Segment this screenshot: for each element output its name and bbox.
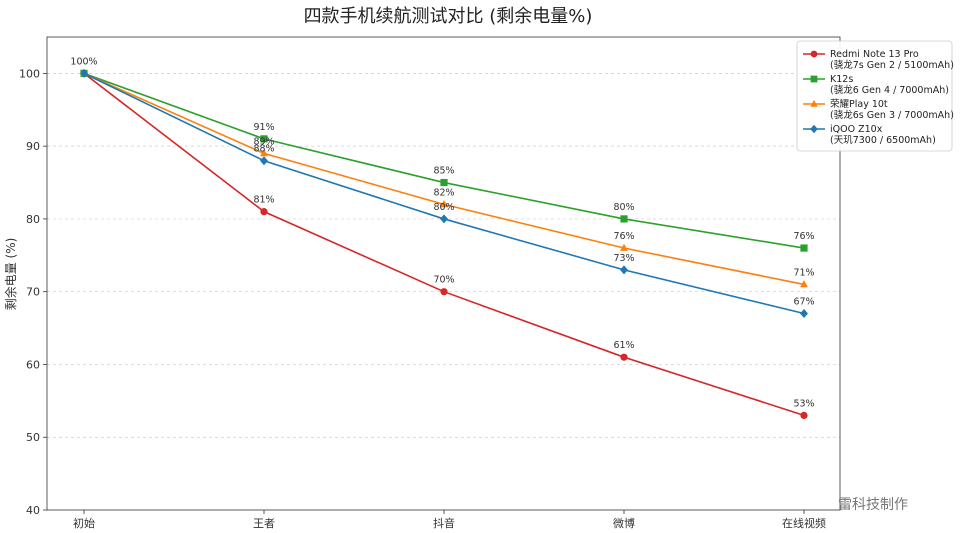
legend-sublabel: (骁龙6s Gen 3 / 7000mAh) xyxy=(830,109,954,121)
legend-item-2: 荣耀Play 10t(骁龙6s Gen 3 / 7000mAh) xyxy=(803,98,954,121)
data-point xyxy=(260,149,268,157)
legend-label: iQOO Z10x xyxy=(830,124,883,135)
series-line xyxy=(83,72,805,286)
legend-marker xyxy=(810,124,818,134)
series-1 xyxy=(80,69,808,252)
y-tick-label: 90 xyxy=(26,140,40,153)
data-label: 85% xyxy=(433,166,454,177)
x-tick-label: 初始 xyxy=(73,516,95,530)
data-label: 61% xyxy=(613,340,634,351)
legend-marker xyxy=(810,50,818,58)
data-label: 89% xyxy=(253,136,274,147)
legend-sublabel: (骁龙7s Gen 2 / 5100mAh) xyxy=(830,59,954,71)
grid-lines xyxy=(47,73,840,438)
legend: Redmi Note 13 Pro(骁龙7s Gen 2 / 5100mAh) K… xyxy=(796,40,954,152)
y-tick-label: 80 xyxy=(26,213,40,226)
legend-label: 荣耀Play 10t xyxy=(830,98,888,110)
watermark: 雷科技制作 xyxy=(838,497,908,513)
legend-box xyxy=(796,40,953,152)
data-point xyxy=(260,208,268,216)
series-line xyxy=(83,72,805,417)
data-point xyxy=(260,135,268,143)
data-label: 100% xyxy=(70,56,97,67)
series-0 xyxy=(80,69,808,419)
data-label: 71% xyxy=(793,267,814,278)
legend-marker xyxy=(810,99,818,107)
series-layer xyxy=(80,68,808,419)
x-tick-label: 王者 xyxy=(253,517,275,530)
legend-item-1: K12s(骁龙6 Gen 4 / 7000mAh) xyxy=(803,74,949,96)
legend-item-3: iQOO Z10x(天玑7300 / 6500mAh) xyxy=(803,124,936,146)
x-axis: 初始 王者 抖音 微博 在线视频 xyxy=(73,510,826,530)
data-point xyxy=(620,265,628,275)
data-point xyxy=(800,411,808,419)
y-axis: 40 50 60 70 80 90 100 xyxy=(19,67,47,517)
data-label: 53% xyxy=(793,398,814,409)
data-label: 82% xyxy=(433,187,454,198)
x-tick-label: 在线视频 xyxy=(782,516,826,530)
y-tick-label: 60 xyxy=(26,358,40,371)
data-label: 91% xyxy=(253,122,274,133)
y-axis-label: 剩余电量 (%) xyxy=(3,238,18,311)
data-point xyxy=(440,178,448,187)
plot-area xyxy=(46,36,841,511)
data-point xyxy=(80,68,88,78)
y-tick-label: 100 xyxy=(19,67,40,80)
data-label: 76% xyxy=(613,231,634,242)
y-tick-label: 50 xyxy=(26,431,40,444)
data-point xyxy=(260,156,268,166)
series-2 xyxy=(80,69,808,288)
data-labels: 81% 70% 61% 53% 91% 85% 80% 76% 89% 82% 76% 71% 88% 8… xyxy=(70,56,814,409)
data-label: 80% xyxy=(613,202,634,213)
data-label: 73% xyxy=(613,253,634,264)
legend-marker xyxy=(810,75,818,83)
data-label: 81% xyxy=(253,195,274,206)
data-point xyxy=(800,280,808,288)
legend-sublabel: (天玑7300 / 6500mAh) xyxy=(830,135,936,146)
legend-item-0: Redmi Note 13 Pro(骁龙7s Gen 2 / 5100mAh) xyxy=(803,49,954,71)
data-label: 80% xyxy=(433,202,454,213)
data-point xyxy=(800,309,808,319)
data-point xyxy=(620,353,628,361)
data-point xyxy=(620,215,628,223)
legend-label: K12s xyxy=(830,74,853,85)
chart-title: 四款手机续航测试对比 (剩余电量%) xyxy=(304,6,593,27)
y-tick-label: 40 xyxy=(26,504,40,517)
series-3 xyxy=(80,68,808,319)
data-point xyxy=(440,288,448,296)
data-label: 76% xyxy=(793,231,814,242)
data-point xyxy=(440,214,448,224)
x-tick-label: 微博 xyxy=(613,516,635,530)
data-label: 70% xyxy=(433,275,454,286)
legend-sublabel: (骁龙6 Gen 4 / 7000mAh) xyxy=(830,84,949,96)
data-label: 88% xyxy=(253,144,274,155)
y-tick-label: 70 xyxy=(26,286,40,299)
data-label: 67% xyxy=(793,297,814,308)
data-point xyxy=(800,244,808,252)
legend-label: Redmi Note 13 Pro xyxy=(830,49,919,60)
data-point xyxy=(440,200,448,208)
data-point xyxy=(620,243,628,251)
x-tick-label: 抖音 xyxy=(433,516,455,530)
